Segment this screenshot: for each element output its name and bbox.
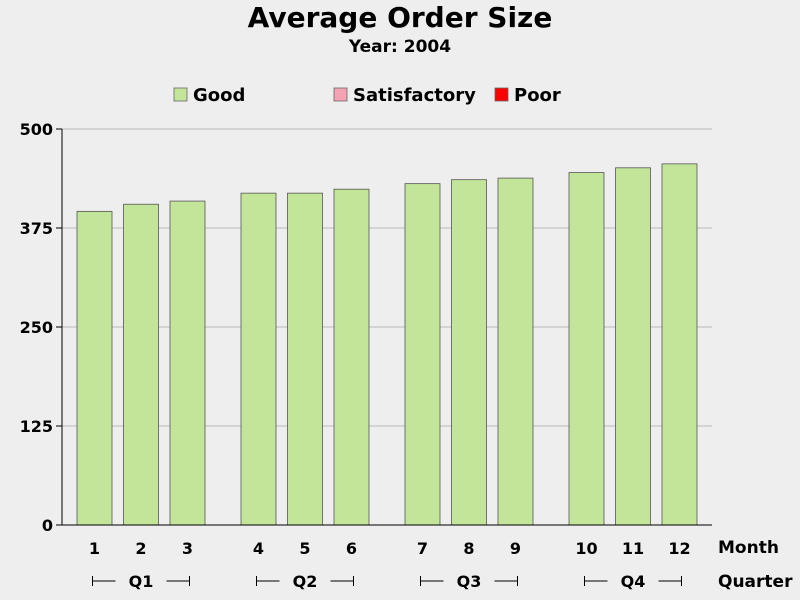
x-tick-label: 6 bbox=[346, 539, 357, 558]
y-tick-label: 375 bbox=[20, 219, 53, 238]
legend-label: Satisfactory bbox=[353, 85, 476, 106]
x-tick-label: 8 bbox=[463, 539, 474, 558]
axes: 0 125 250 375 500 bbox=[20, 120, 712, 535]
bar-10 bbox=[568, 172, 605, 526]
bar-4 bbox=[240, 192, 277, 526]
y-tick-label: 250 bbox=[20, 318, 53, 337]
x-tick-label: 1 bbox=[89, 539, 100, 558]
x-tick-label: 10 bbox=[575, 539, 597, 558]
bar-1 bbox=[76, 210, 113, 526]
y-tick-label: 500 bbox=[20, 120, 53, 139]
chart-title: Average Order Size bbox=[248, 1, 553, 34]
legend-swatch bbox=[173, 87, 188, 102]
gridlines bbox=[62, 128, 712, 427]
group-axis-label: Quarter bbox=[718, 572, 793, 592]
bar-11 bbox=[615, 167, 651, 526]
x-tick-label: 5 bbox=[299, 539, 310, 558]
bar-9 bbox=[497, 177, 534, 526]
legend-swatch bbox=[333, 87, 348, 102]
bar-3 bbox=[169, 200, 206, 526]
y-tick-label: 125 bbox=[20, 417, 53, 436]
x-tick-label: 7 bbox=[417, 539, 428, 558]
x-tick-label: 9 bbox=[510, 539, 521, 558]
bar-2 bbox=[123, 203, 159, 526]
group-label: Q4 bbox=[621, 572, 646, 591]
x-tick-label: 12 bbox=[668, 539, 690, 558]
bars bbox=[76, 163, 698, 526]
legend-label: Good bbox=[193, 85, 245, 106]
group-label: Q1 bbox=[129, 572, 154, 591]
x-tick-label: 2 bbox=[135, 539, 146, 558]
group-label: Q3 bbox=[457, 572, 482, 591]
bar-8 bbox=[451, 179, 487, 526]
bar-6 bbox=[333, 188, 370, 526]
bar-12 bbox=[661, 163, 698, 526]
chart-subtitle: Year: 2004 bbox=[348, 37, 451, 57]
bar-7 bbox=[404, 183, 441, 526]
x-tick-label: 3 bbox=[182, 539, 193, 558]
legend: Good Satisfactory Poor bbox=[173, 85, 561, 106]
y-tick-label: 0 bbox=[42, 516, 53, 535]
x-tick-label: 11 bbox=[622, 539, 644, 558]
x-tick-label: 4 bbox=[253, 539, 264, 558]
legend-swatch bbox=[494, 87, 509, 102]
bar-5 bbox=[287, 192, 323, 526]
group-label: Q2 bbox=[293, 572, 318, 591]
x-tick-labels: 1 2 3 4 5 6 7 8 9 10 11 12 bbox=[89, 539, 691, 558]
legend-label: Poor bbox=[514, 85, 561, 106]
x-axis-label: Month bbox=[718, 538, 779, 558]
quarter-groups: Q1 Q2 Q3 Q4 bbox=[92, 572, 682, 591]
